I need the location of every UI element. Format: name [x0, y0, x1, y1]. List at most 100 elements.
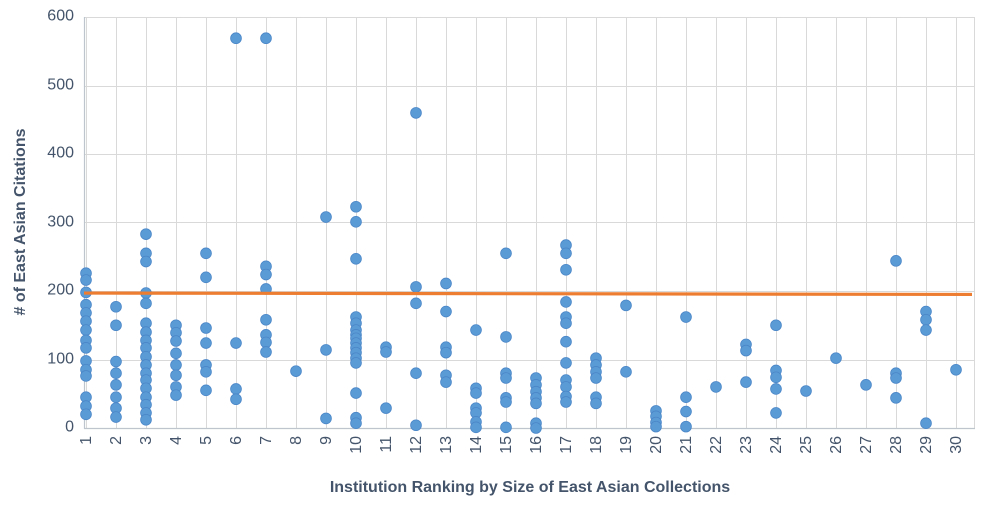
x-tick-label: 4	[167, 436, 185, 445]
x-tick-label: 21	[677, 436, 695, 454]
data-point	[800, 385, 812, 397]
data-point	[500, 331, 512, 343]
data-point	[500, 396, 512, 408]
data-point	[530, 422, 542, 434]
x-tick-label: 2	[107, 436, 125, 445]
data-point	[110, 355, 122, 368]
data-point	[770, 407, 782, 419]
data-point	[320, 211, 332, 223]
data-point	[500, 421, 512, 434]
y-tick-label: 400	[47, 144, 74, 162]
x-tick-label: 20	[647, 436, 665, 454]
x-tick-label: 5	[197, 436, 215, 445]
x-tick-label: 9	[317, 436, 335, 445]
data-point	[440, 346, 452, 359]
data-point	[410, 297, 422, 310]
data-point	[680, 420, 692, 433]
data-point	[740, 376, 752, 388]
y-tick-label: 600	[47, 7, 74, 25]
data-point	[170, 369, 182, 382]
data-point	[410, 367, 422, 380]
data-point	[200, 322, 212, 334]
data-point	[650, 420, 662, 433]
data-point	[320, 344, 332, 356]
data-point	[350, 387, 362, 399]
data-point	[260, 313, 272, 326]
data-point	[350, 253, 362, 265]
data-point	[350, 200, 362, 213]
data-point	[230, 337, 242, 349]
data-point	[620, 366, 632, 378]
x-tick-label: 25	[797, 436, 815, 454]
data-point	[350, 357, 362, 369]
data-point	[530, 397, 542, 410]
y-tick-label: 100	[47, 350, 74, 368]
x-tick-label: 8	[287, 436, 305, 445]
data-point	[80, 274, 92, 286]
data-point	[440, 376, 452, 388]
data-point	[560, 296, 572, 308]
data-point	[170, 359, 182, 371]
data-point	[860, 379, 872, 391]
data-point	[410, 281, 422, 293]
data-point	[830, 352, 842, 364]
data-point	[200, 271, 212, 284]
x-tick-label: 24	[767, 436, 785, 454]
data-point	[230, 393, 242, 406]
data-point	[560, 247, 572, 260]
data-point	[140, 297, 152, 310]
data-point	[470, 387, 482, 399]
data-point	[170, 389, 182, 401]
data-point	[80, 342, 92, 354]
x-tick-label: 11	[377, 436, 395, 453]
data-point	[740, 344, 752, 357]
data-point	[230, 32, 242, 45]
x-tick-label: 18	[587, 436, 605, 454]
data-point	[770, 383, 782, 395]
data-point	[500, 247, 512, 260]
data-point	[110, 319, 122, 332]
data-point	[500, 372, 512, 384]
data-point	[80, 408, 92, 421]
data-point	[200, 337, 212, 349]
data-point	[380, 402, 392, 414]
data-point	[680, 391, 692, 403]
x-tick-label: 23	[737, 436, 755, 454]
data-point	[590, 372, 602, 384]
data-point	[890, 255, 902, 267]
data-point	[680, 311, 692, 323]
y-axis-title: # of East Asian Citations	[12, 128, 29, 316]
data-point	[80, 324, 92, 336]
x-tick-label: 15	[497, 436, 515, 454]
x-tick-label: 7	[257, 436, 275, 445]
data-point	[110, 411, 122, 423]
x-tick-label: 16	[527, 436, 545, 454]
data-point	[80, 370, 92, 382]
x-tick-label: 12	[407, 436, 425, 454]
y-tick-label: 200	[47, 281, 74, 299]
data-point	[200, 247, 212, 260]
data-point	[770, 319, 782, 332]
data-point	[920, 324, 932, 336]
data-point	[470, 421, 482, 434]
x-tick-label: 27	[857, 436, 875, 454]
data-point	[110, 367, 122, 380]
data-point	[890, 392, 902, 404]
data-point	[470, 324, 482, 336]
data-point	[320, 412, 332, 425]
data-point	[140, 413, 152, 426]
data-point	[920, 313, 932, 326]
data-point	[410, 107, 422, 119]
data-point	[170, 347, 182, 360]
data-point	[200, 366, 212, 378]
data-point	[200, 384, 212, 397]
data-point	[140, 228, 152, 240]
y-tick-label: 500	[47, 76, 74, 94]
data-point	[680, 405, 692, 418]
x-tick-label: 10	[347, 436, 365, 454]
data-point	[170, 335, 182, 347]
data-point	[110, 379, 122, 391]
data-point	[560, 357, 572, 369]
data-point	[410, 419, 422, 432]
